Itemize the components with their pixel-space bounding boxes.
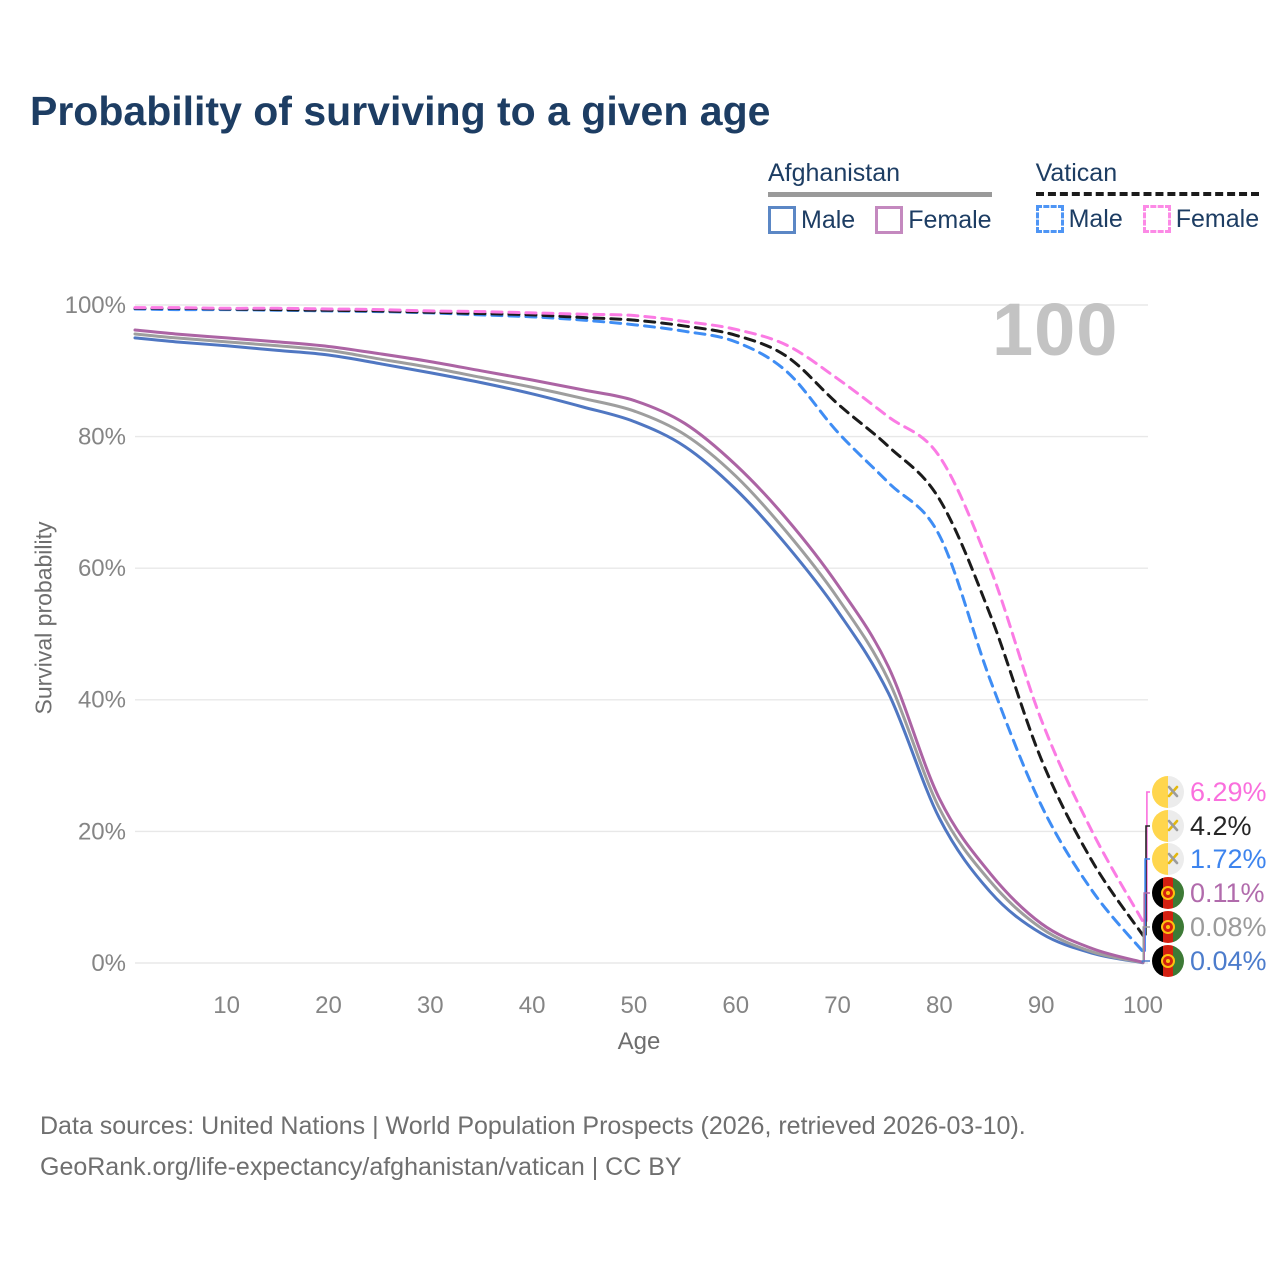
y-tick-label: 20% bbox=[78, 818, 126, 845]
footer: Data sources: United Nations | World Pop… bbox=[40, 1106, 1026, 1188]
endpoint-value: 0.04% bbox=[1190, 945, 1267, 976]
vatican-flag-icon bbox=[1152, 810, 1184, 842]
legend-item-label: Male bbox=[801, 205, 856, 234]
endpoint-label-vatican-total: 4.2% bbox=[1152, 809, 1252, 843]
y-tick-label: 60% bbox=[78, 555, 126, 582]
legend-group-underline bbox=[768, 191, 992, 197]
endpoint-label-afghanistan-male: 0.04% bbox=[1152, 944, 1267, 978]
endpoint-label-afghanistan-total: 0.08% bbox=[1152, 910, 1267, 944]
x-tick-label: 30 bbox=[417, 992, 444, 1019]
x-tick-label: 60 bbox=[722, 992, 749, 1019]
x-axis-title: Age bbox=[617, 1028, 661, 1055]
legend-group-underline bbox=[1035, 191, 1260, 196]
endpoint-connector-afghanistan-male bbox=[1141, 960, 1150, 963]
afghanistan-flag-icon bbox=[1152, 877, 1184, 909]
endpoint-value: 0.08% bbox=[1190, 911, 1267, 942]
y-tick-label: 80% bbox=[78, 424, 126, 451]
endpoint-label-vatican-female: 6.29% bbox=[1152, 775, 1267, 809]
legend-group-vatican: Vatican Male Female bbox=[1035, 159, 1260, 235]
series-line-afghanistan-female bbox=[133, 328, 1145, 964]
legend-item-label: Female bbox=[908, 205, 992, 234]
legend-group-afghanistan: Afghanistan Male Female bbox=[768, 159, 992, 235]
age-counter: 100 bbox=[992, 288, 1119, 371]
endpoint-connector-vatican-male bbox=[1144, 858, 1150, 952]
x-tick-label: 80 bbox=[926, 992, 953, 1019]
y-tick-label: 0% bbox=[91, 950, 126, 977]
footer-sources: Data sources: United Nations | World Pop… bbox=[40, 1112, 1026, 1140]
legend-group-label[interactable]: Afghanistan bbox=[768, 159, 901, 187]
series-line-vatican-male bbox=[133, 307, 1145, 954]
legend-item-label: Female bbox=[1175, 204, 1260, 233]
series-line-vatican-female bbox=[133, 306, 1145, 924]
afghanistan-flag-icon bbox=[1152, 945, 1184, 977]
endpoint-connector-vatican-female bbox=[1146, 791, 1150, 922]
legend-item-vatican-male[interactable]: Male bbox=[1035, 204, 1123, 234]
endpoint-value: 1.72% bbox=[1190, 843, 1267, 874]
y-tick-label: 40% bbox=[78, 687, 126, 714]
x-tick-label: 70 bbox=[824, 992, 851, 1019]
legend-swatch-dashed-icon[interactable] bbox=[1035, 205, 1064, 233]
legend-item-afghanistan-female[interactable]: Female bbox=[875, 205, 992, 235]
footer-link[interactable]: GeoRank.org/life-expectancy/afghanistan/… bbox=[40, 1153, 682, 1181]
endpoint-value: 0.11% bbox=[1190, 877, 1265, 908]
x-tick-label: 40 bbox=[519, 992, 546, 1019]
endpoint-label-afghanistan-female: 0.11% bbox=[1152, 876, 1265, 910]
x-tick-label: 100 bbox=[1123, 992, 1163, 1019]
vatican-flag-icon bbox=[1152, 843, 1184, 875]
endpoint-connector-afghanistan-female bbox=[1143, 892, 1150, 963]
endpoint-label-vatican-male: 1.72% bbox=[1152, 842, 1267, 876]
legend-item-vatican-female[interactable]: Female bbox=[1142, 204, 1260, 234]
x-tick-label: 10 bbox=[213, 992, 240, 1019]
legend-swatch-solid-icon[interactable] bbox=[768, 206, 796, 234]
endpoint-connector-afghanistan-total bbox=[1142, 926, 1150, 963]
endpoint-value: 4.2% bbox=[1190, 810, 1252, 841]
legend-swatch-dashed-icon[interactable] bbox=[1142, 205, 1171, 233]
legend-item-afghanistan-male[interactable]: Male bbox=[768, 206, 855, 235]
legend-swatch-solid-icon[interactable] bbox=[875, 206, 904, 234]
y-axis-title: Survival probability bbox=[30, 521, 57, 715]
legend-item-label: Male bbox=[1068, 204, 1123, 233]
endpoint-connector-vatican-total bbox=[1145, 825, 1150, 936]
vatican-flag-icon bbox=[1152, 776, 1184, 808]
legend: Afghanistan Male Female Vatican Male Female bbox=[768, 159, 1260, 235]
y-tick-label: 100% bbox=[65, 292, 126, 319]
page-title: Probability of surviving to a given age bbox=[30, 88, 771, 134]
x-tick-label: 90 bbox=[1028, 992, 1055, 1019]
series-line-afghanistan-total bbox=[133, 332, 1145, 964]
series-line-afghanistan-male bbox=[133, 336, 1145, 965]
x-tick-label: 20 bbox=[315, 992, 342, 1019]
afghanistan-flag-icon bbox=[1152, 911, 1184, 943]
legend-group-label[interactable]: Vatican bbox=[1035, 159, 1118, 187]
x-tick-label: 50 bbox=[621, 992, 648, 1019]
endpoint-value: 6.29% bbox=[1190, 776, 1267, 807]
